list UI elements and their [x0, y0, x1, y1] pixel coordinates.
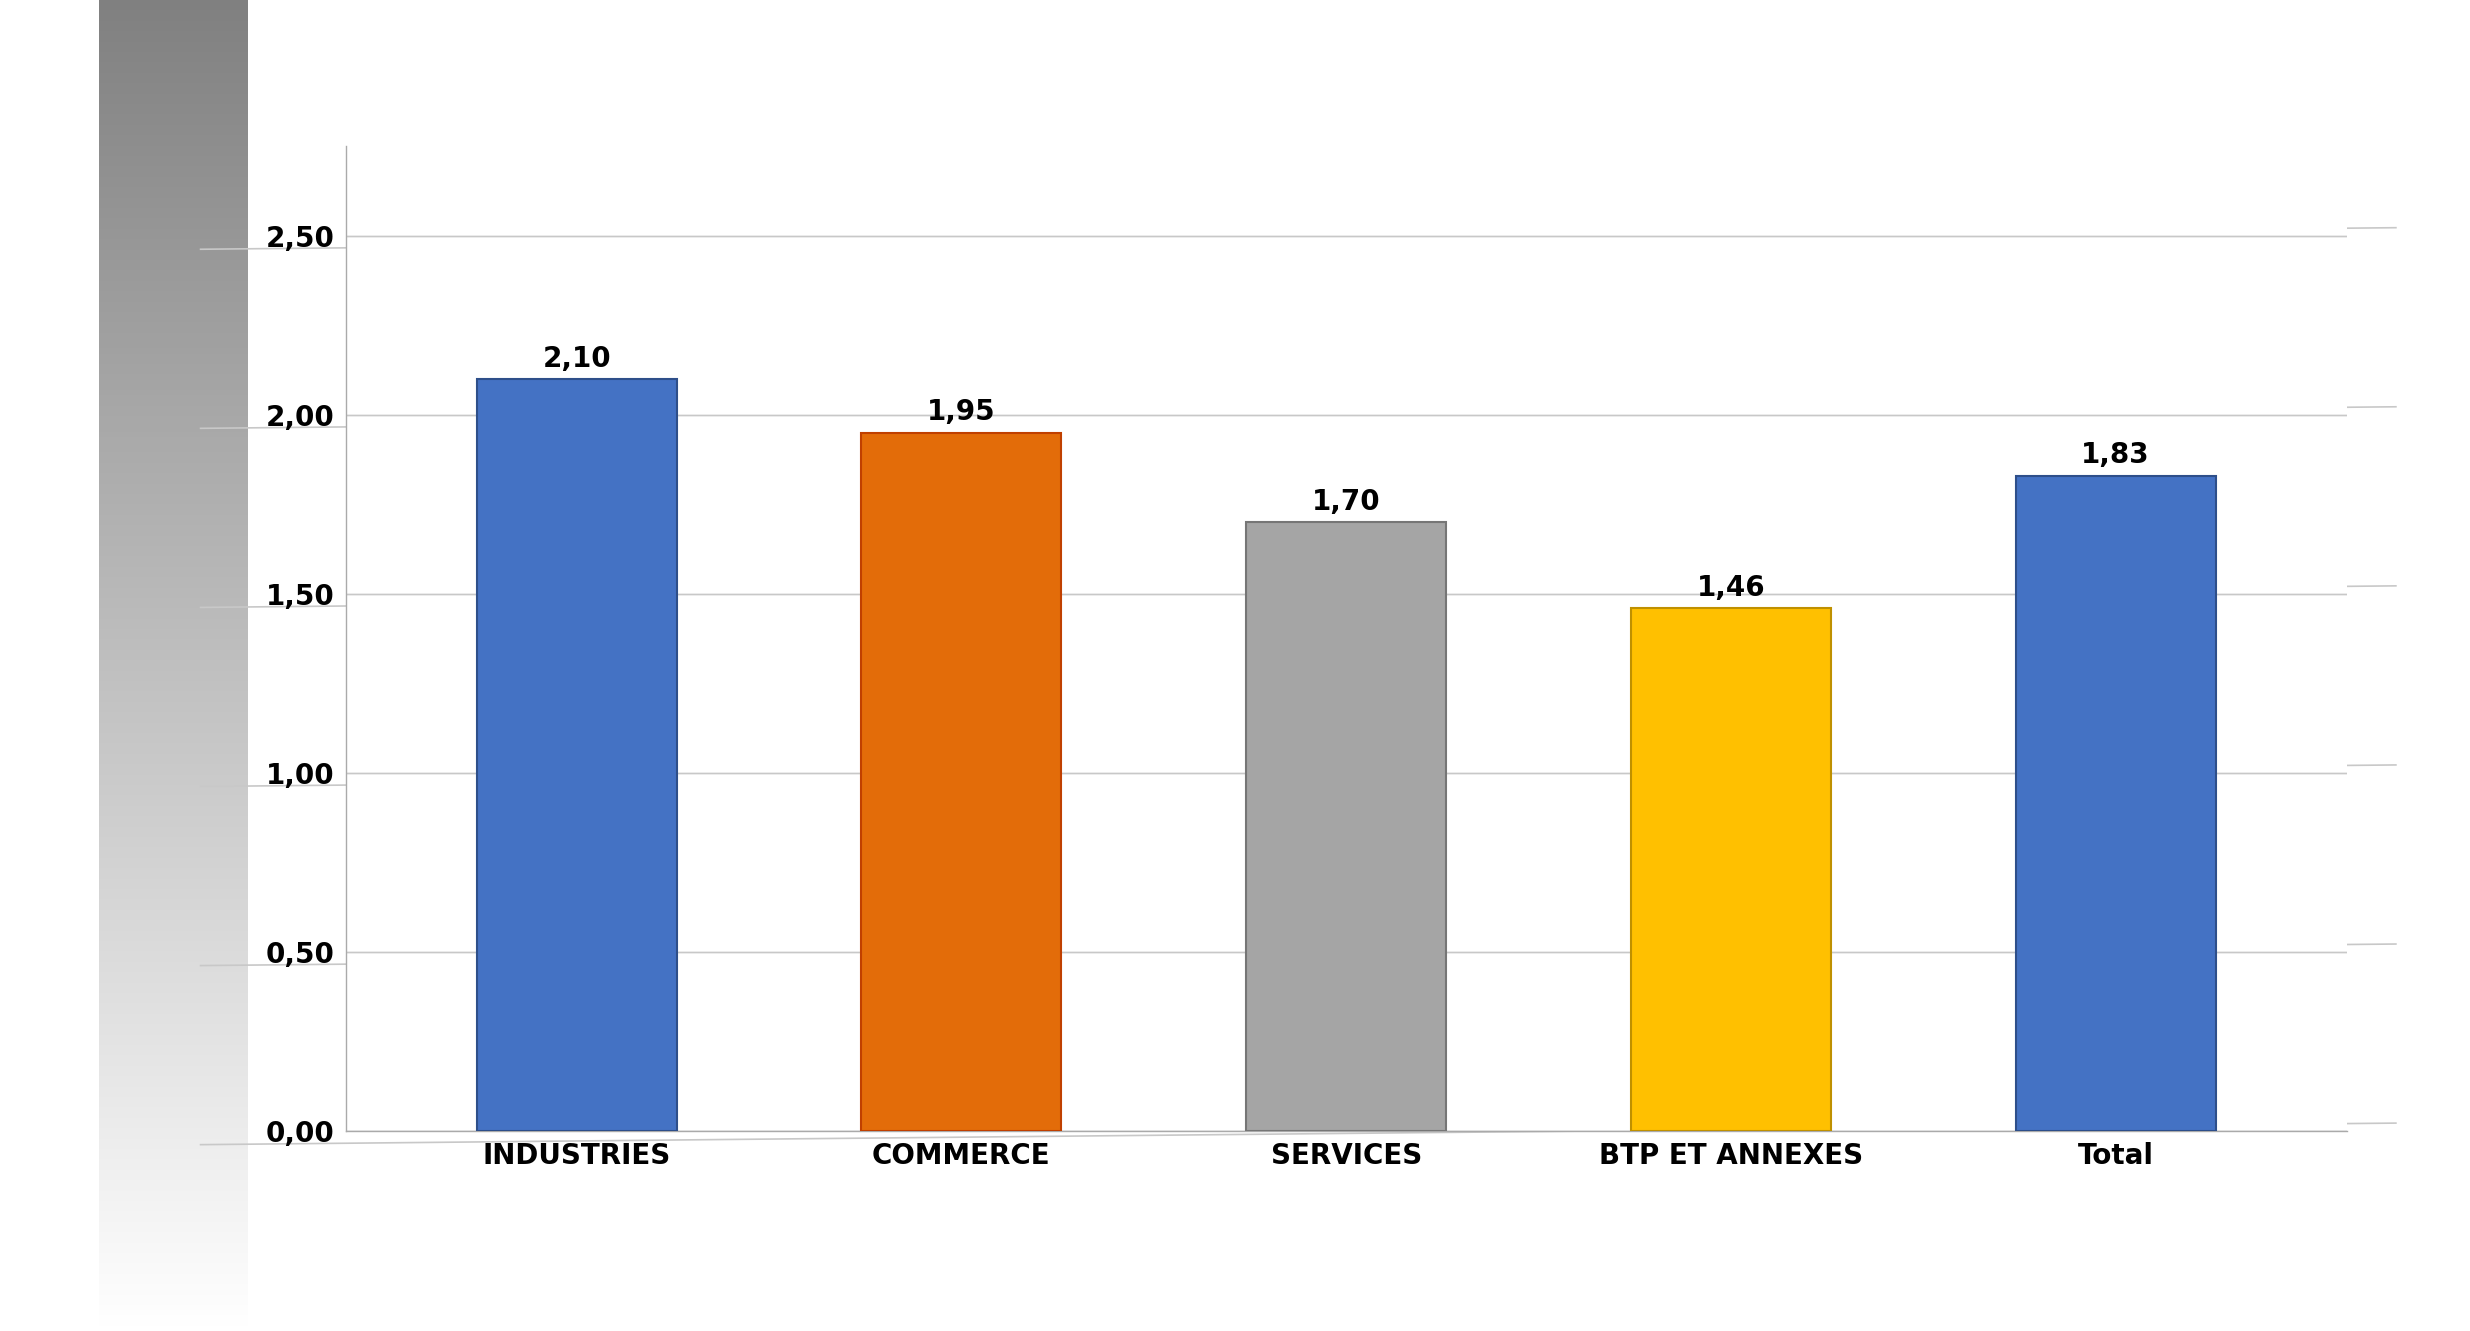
Bar	[862, 433, 1062, 1131]
Bar	[2016, 476, 2216, 1131]
Text: 2,10: 2,10	[543, 345, 610, 373]
Bar	[1630, 608, 1830, 1131]
Text: 1,70: 1,70	[1312, 488, 1381, 516]
Text: 1,83: 1,83	[2082, 442, 2149, 470]
Bar	[477, 379, 677, 1131]
Bar	[1247, 523, 1447, 1131]
Text: 1,95: 1,95	[926, 398, 995, 426]
Text: 1,46: 1,46	[1697, 574, 1766, 602]
